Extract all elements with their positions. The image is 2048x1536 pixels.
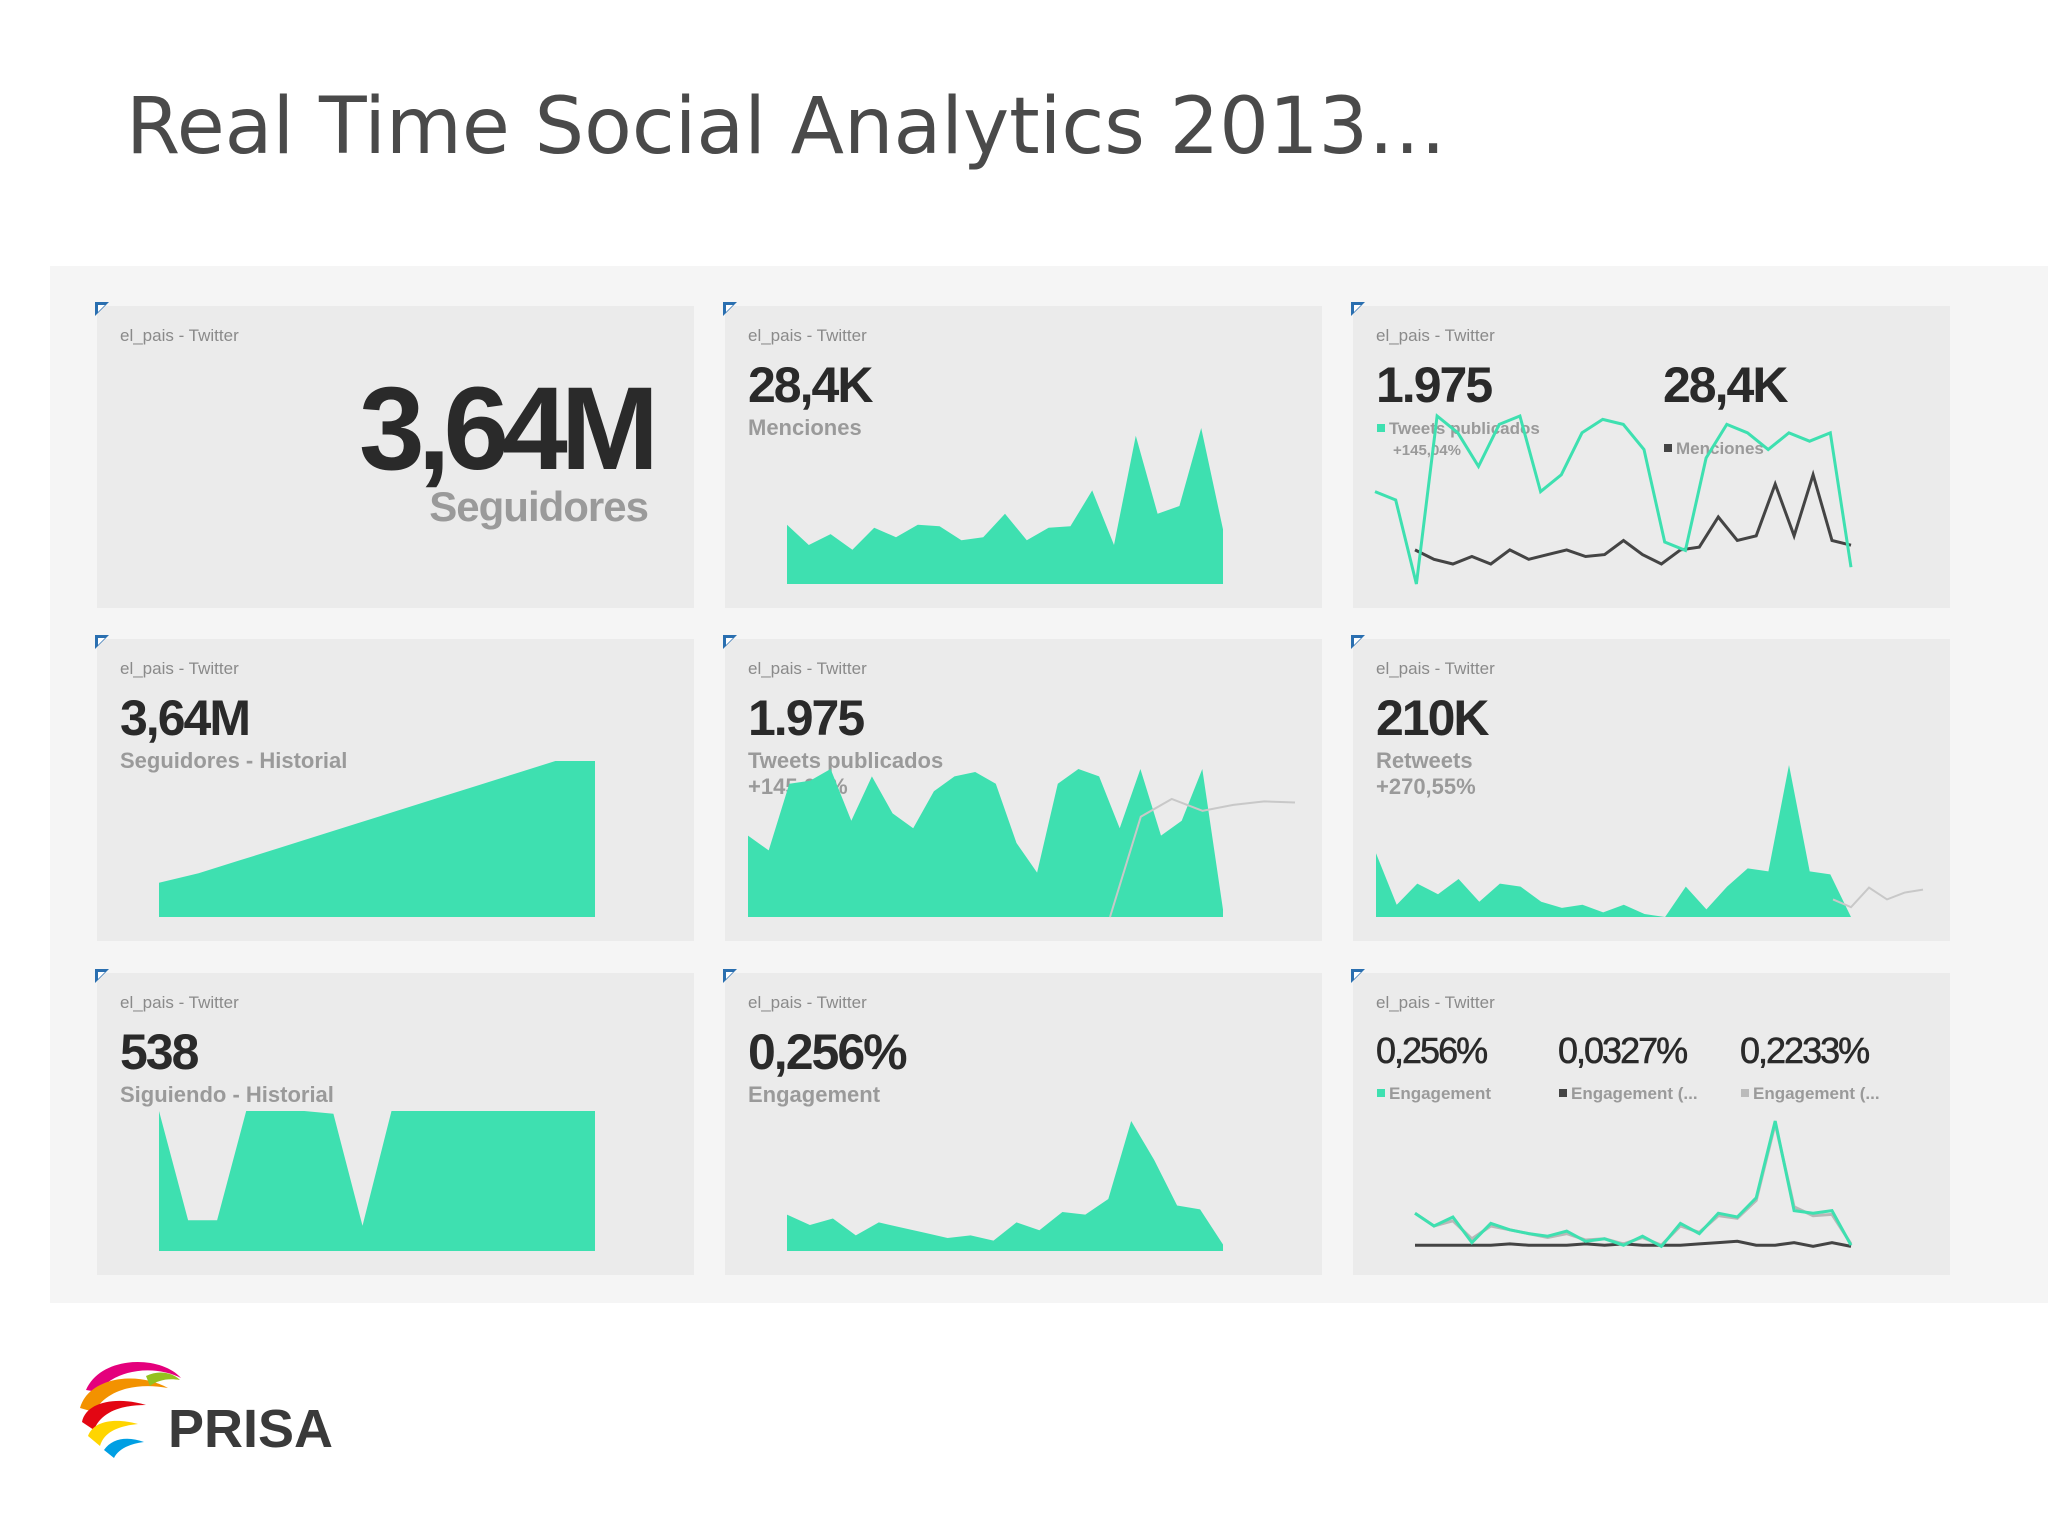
legend-item-engagement: Engagement [1377,1084,1492,1104]
tile-source: el_pais - Twitter [120,993,239,1012]
legend-item-engagement-c: Engagement (... [1741,1084,1880,1104]
ghost-series [1109,797,1296,918]
tile-label: Seguidores [429,483,649,530]
legend-swatch [1377,1089,1385,1097]
prisa-logo-mark [80,1362,181,1458]
corner-icon [1351,969,1365,983]
tile-value: 28,4K [748,357,873,413]
area-series [787,1121,1223,1251]
tile-value-b: 0,0327% [1558,1030,1689,1071]
legend-swatch [1559,1089,1567,1097]
tile-value: 3,64M [359,363,659,495]
tile-label: Menciones [748,415,862,440]
tile-label: Retweets [1376,748,1473,773]
tile-source: el_pais - Twitter [120,326,239,345]
tile-engagement-compare[interactable]: el_pais - Twitter 0,256% 0,0327% 0,2233%… [1351,969,1950,1275]
legend-swatch [1741,1089,1749,1097]
tile-change: +270,55% [1376,774,1476,799]
corner-icon [723,302,737,316]
line-series-tweets [1374,413,1853,585]
tile-source: el_pais - Twitter [748,326,867,345]
line-series-c [1415,1239,1852,1248]
tile-label: Engagement [748,1082,881,1107]
line-chart [1374,413,1853,585]
tile-engagement[interactable]: el_pais - Twitter 0,256% Engagement [723,969,1322,1275]
tile-tweets-publicados[interactable]: el_pais - Twitter 1.975 Tweets publicado… [723,635,1322,941]
tile-source: el_pais - Twitter [748,993,867,1012]
tile-value: 1.975 [748,690,865,746]
legend-sub: +145,04% [1393,442,1461,459]
corner-icon [95,635,109,649]
tile-source: el_pais - Twitter [1376,326,1495,345]
tile-tweets-vs-menciones[interactable]: el_pais - Twitter 1.975 28,4K Tweets pub… [1351,302,1950,608]
tile-value: 0,256% [748,1024,908,1080]
legend-label: Engagement (... [1571,1084,1698,1103]
tile-seguidores-historial[interactable]: el_pais - Twitter 3,64M Seguidores - His… [95,635,694,941]
tile-label: Tweets publicados [748,748,944,773]
tile-value-c: 0,2233% [1740,1030,1871,1071]
legend-item-engagement-b: Engagement (... [1559,1084,1698,1104]
tile-seguidores[interactable]: el_pais - Twitter 3,64M Seguidores [95,302,694,608]
tile-value: 538 [120,1024,199,1080]
legend-label: Menciones [1676,439,1764,458]
tile-value-a: 0,256% [1376,1030,1489,1071]
area-chart [159,1111,595,1251]
tile-source: el_pais - Twitter [1376,993,1495,1012]
prisa-logo: PRISA [76,1350,356,1460]
legend-label: Engagement [1389,1084,1492,1103]
corner-icon [723,635,737,649]
area-series [159,761,595,917]
tile-value-a: 1.975 [1376,357,1493,413]
corner-icon [1351,635,1365,649]
line-series-a [1414,1120,1853,1249]
legend-swatch [1664,444,1672,452]
tile-value-b: 28,4K [1663,357,1788,413]
area-series [159,1111,595,1251]
area-chart [748,769,1296,918]
area-series [1376,765,1851,917]
tile-label: Seguidores - Historial [120,748,348,773]
corner-icon [1351,302,1365,316]
tile-label: Siguiendo - Historial [120,1082,334,1107]
tile-retweets[interactable]: el_pais - Twitter 210K Retweets +270,55% [1351,635,1950,941]
tile-source: el_pais - Twitter [120,659,239,678]
legend-item-menciones: Menciones [1664,439,1764,459]
page-title: Real Time Social Analytics 2013… [126,82,1447,172]
area-chart [159,761,595,917]
area-series [748,769,1223,917]
corner-icon [723,969,737,983]
tile-source: el_pais - Twitter [1376,659,1495,678]
line-series-menciones [1414,469,1852,566]
legend-label: Engagement (... [1753,1084,1880,1103]
line-series-b [1414,1123,1853,1247]
tile-source: el_pais - Twitter [748,659,867,678]
tile-menciones[interactable]: el_pais - Twitter 28,4K Menciones [723,302,1322,608]
corner-icon [95,969,109,983]
tile-siguiendo-historial[interactable]: el_pais - Twitter 538 Siguiendo - Histor… [95,969,694,1275]
area-chart [1376,765,1924,917]
line-chart [1414,1120,1853,1249]
tile-value: 3,64M [120,690,251,746]
corner-icon [95,302,109,316]
area-chart [787,428,1223,584]
dashboard-panel: el_pais - Twitter 3,64M Seguidores el_pa… [50,266,2048,1303]
ghost-series [1832,886,1924,909]
area-series [787,428,1223,584]
tile-value: 210K [1376,690,1490,746]
area-chart [787,1121,1223,1251]
logo-text: PRISA [168,1399,334,1459]
legend-swatch [1377,424,1385,432]
